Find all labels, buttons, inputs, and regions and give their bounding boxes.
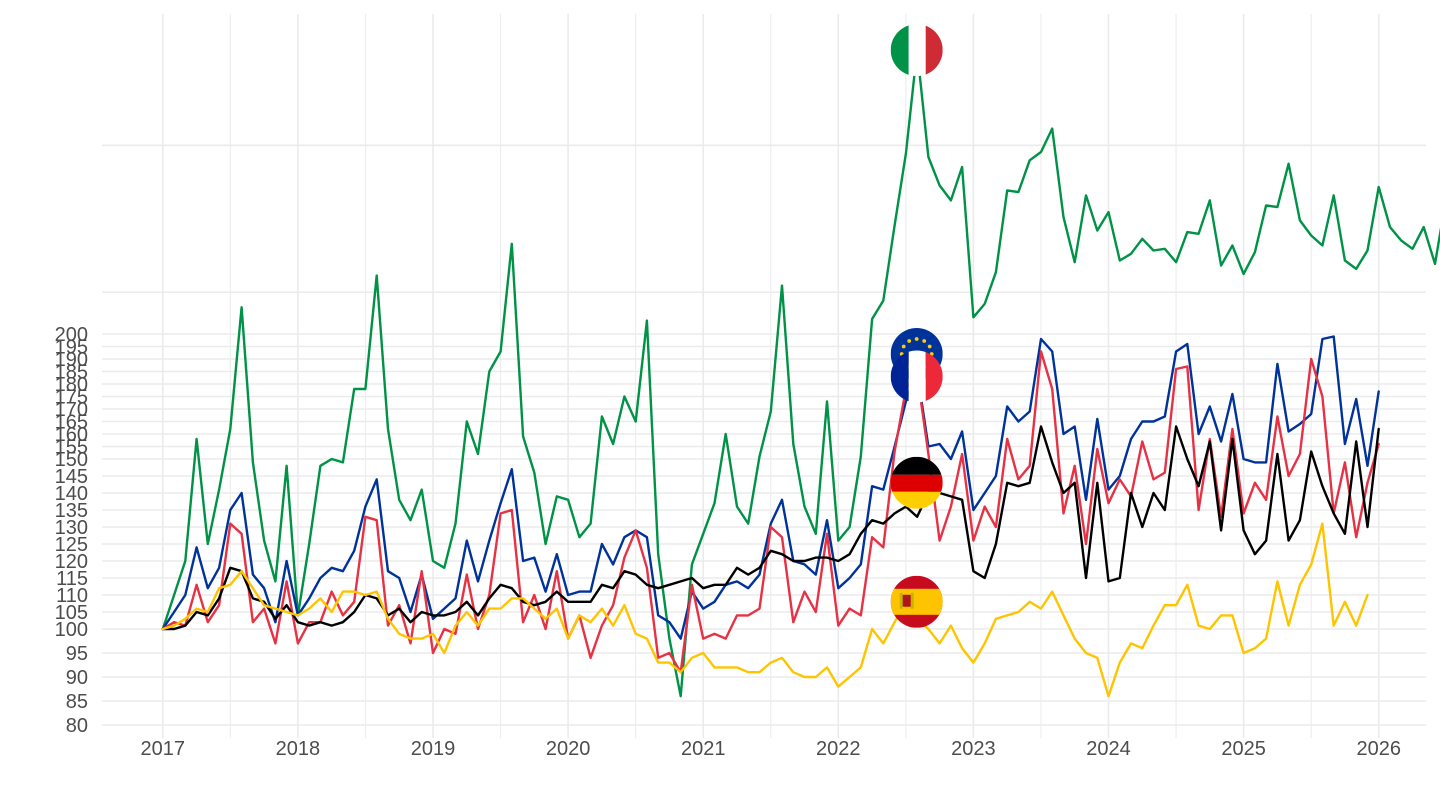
x-tick-label: 2019 (411, 738, 456, 760)
series-line-spain (161, 522, 1369, 698)
x-tick-label: 2020 (546, 738, 591, 760)
series-lines (161, 48, 1440, 698)
y-tick-label: 110 (56, 585, 88, 607)
y-tick-label: 145 (55, 466, 88, 488)
y-tick-label: 135 (55, 500, 88, 522)
flag-italy-icon (890, 24, 943, 77)
flag-france-icon (890, 350, 943, 403)
x-tick-label: 2021 (681, 738, 726, 760)
y-tick-label: 190 (55, 349, 88, 371)
y-tick-label: 165 (55, 412, 88, 434)
x-tick-label: 2018 (276, 738, 321, 760)
y-tick-label: 100 (55, 619, 88, 641)
y-tick-label: 125 (55, 534, 88, 556)
x-axis: 2017 2018 2019 2020 2021 2022 2023 2024 2025 2026 (141, 738, 1401, 760)
major-gridlines (102, 14, 1426, 738)
y-tick-label: 160 (55, 424, 88, 446)
flag-germany-icon (890, 456, 943, 509)
y-tick-label: 140 (55, 483, 88, 505)
y-tick-label: 105 (55, 602, 88, 624)
y-tick-label: 185 (55, 362, 88, 384)
y-tick-label: 85 (66, 691, 88, 713)
y-tick-label: 180 (55, 374, 88, 396)
y-axis: 8085909510010511011512012513013514014515… (55, 324, 88, 737)
y-tick-label: 150 (55, 449, 88, 471)
y-tick-label: 195 (55, 337, 88, 359)
series-flag-markers (890, 24, 943, 628)
series-line-italy (161, 48, 1440, 698)
x-tick-label: 2017 (141, 738, 186, 760)
x-tick-label: 2026 (1356, 738, 1401, 760)
series-line-eu (161, 335, 1380, 640)
x-tick-label: 2023 (951, 738, 996, 760)
y-tick-label: 130 (55, 517, 88, 539)
series-line-france (161, 350, 1380, 674)
x-tick-label: 2025 (1221, 738, 1266, 760)
x-tick-label: 2022 (816, 738, 861, 760)
y-tick-label: 90 (66, 667, 88, 689)
y-tick-label: 175 (55, 387, 88, 409)
y-tick-label: 120 (55, 551, 88, 573)
x-tick-label: 2024 (1086, 738, 1131, 760)
y-tick-label: 170 (55, 399, 88, 421)
y-tick-label: 115 (56, 568, 88, 590)
y-tick-label: 155 (55, 437, 88, 459)
flag-spain-icon (890, 575, 943, 628)
y-tick-label: 95 (66, 643, 88, 665)
y-tick-label: 200 (55, 324, 88, 346)
y-tick-label: 80 (66, 715, 88, 737)
